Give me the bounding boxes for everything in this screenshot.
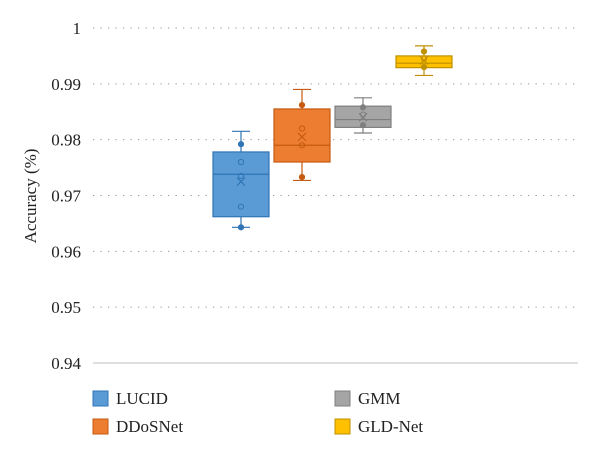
y-tick-label: 0.96 xyxy=(51,242,81,261)
y-tick-label: 0.98 xyxy=(51,131,81,150)
y-tick-label: 1 xyxy=(73,19,82,38)
y-tick-label: 0.99 xyxy=(51,75,81,94)
legend-swatch-lucid xyxy=(92,390,109,407)
legend-swatch-gmm xyxy=(334,390,351,407)
legend-label-gmm: GMM xyxy=(358,389,401,408)
y-axis-title: Accuracy (%) xyxy=(21,149,40,244)
y-axis-ticks: 0.94 0.95 0.96 0.97 0.98 0.99 1 xyxy=(51,19,81,373)
box xyxy=(273,108,331,163)
data-point xyxy=(298,125,306,132)
legend-label-gld-net: GLD-Net xyxy=(358,417,423,436)
data-point xyxy=(237,203,245,210)
y-tick-label: 0.94 xyxy=(51,354,81,373)
data-point-high xyxy=(421,48,427,55)
box xyxy=(212,151,270,218)
y-tick-label: 0.95 xyxy=(51,298,81,317)
data-point xyxy=(237,172,245,180)
data-point-low xyxy=(299,174,305,180)
data-point-high xyxy=(238,141,244,147)
box-group-lucid xyxy=(212,130,270,231)
legend-label-lucid: LUCID xyxy=(116,389,168,408)
data-point-low xyxy=(360,122,366,128)
legend: LUCID GMM DDoSNet GLD-Net xyxy=(92,389,423,436)
data-point-low xyxy=(238,224,244,231)
data-point xyxy=(420,55,428,62)
box-group-gld-net xyxy=(395,45,453,77)
data-point-low xyxy=(421,64,427,70)
legend-label-ddosnet: DDoSNet xyxy=(116,417,183,436)
box-group-gmm xyxy=(334,97,392,134)
mean-marker xyxy=(419,55,429,65)
grid-lines xyxy=(93,27,578,308)
y-tick-label: 0.97 xyxy=(51,187,81,206)
mean-marker xyxy=(236,177,246,186)
box-group-ddosnet xyxy=(273,88,331,182)
mean-marker xyxy=(297,132,307,142)
data-point xyxy=(237,158,245,166)
box-plots xyxy=(212,45,453,231)
mean-marker xyxy=(358,112,368,122)
legend-swatch-gld-net xyxy=(334,418,351,435)
data-point xyxy=(298,142,306,149)
legend-swatch-ddosnet xyxy=(92,418,109,435)
data-point-high xyxy=(360,104,366,111)
data-point-high xyxy=(299,102,305,108)
